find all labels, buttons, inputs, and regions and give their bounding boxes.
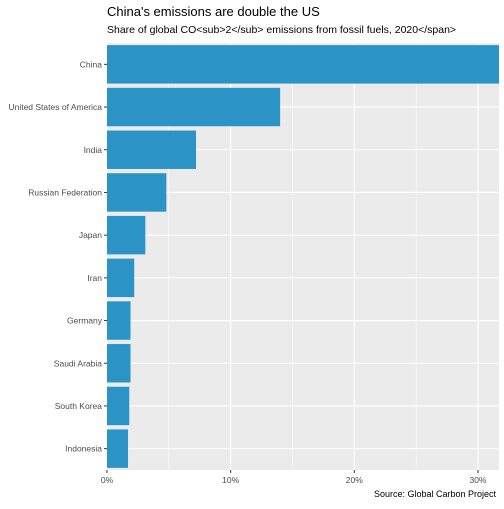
bar xyxy=(107,173,167,212)
bar xyxy=(107,344,131,383)
category-label: India xyxy=(84,145,103,155)
category-label: China xyxy=(80,59,102,69)
bar xyxy=(107,87,281,127)
category-label: South Korea xyxy=(55,401,103,411)
x-tick-label: 20% xyxy=(346,475,363,485)
bar xyxy=(107,429,129,468)
x-tick-label: 30% xyxy=(469,475,486,485)
category-label: Saudi Arabia xyxy=(54,358,102,368)
category-label: Russian Federation xyxy=(28,187,102,197)
bar xyxy=(107,130,197,169)
bar xyxy=(107,215,146,255)
x-tick-label: 10% xyxy=(222,475,239,485)
bar xyxy=(107,386,130,426)
x-tick-label: 0% xyxy=(101,475,114,485)
chart-subtitle: Share of global CO<sub>2</sub> emissions… xyxy=(107,24,456,36)
x-axis-ticks: 0% 10% 20% 30% xyxy=(101,470,487,485)
category-label: Germany xyxy=(67,316,103,326)
bar xyxy=(107,301,131,340)
bars xyxy=(107,45,499,468)
category-label: Iran xyxy=(87,273,102,283)
category-label: Japan xyxy=(79,230,102,240)
category-label: United States of America xyxy=(8,102,102,112)
bar xyxy=(107,45,499,84)
category-label: Indonesia xyxy=(65,444,102,454)
chart-caption: Source: Global Carbon Project xyxy=(374,489,497,499)
chart-title: China's emissions are double the US xyxy=(107,4,320,19)
category-labels: China United States of America India Russia… xyxy=(8,59,107,454)
bar xyxy=(107,258,135,298)
